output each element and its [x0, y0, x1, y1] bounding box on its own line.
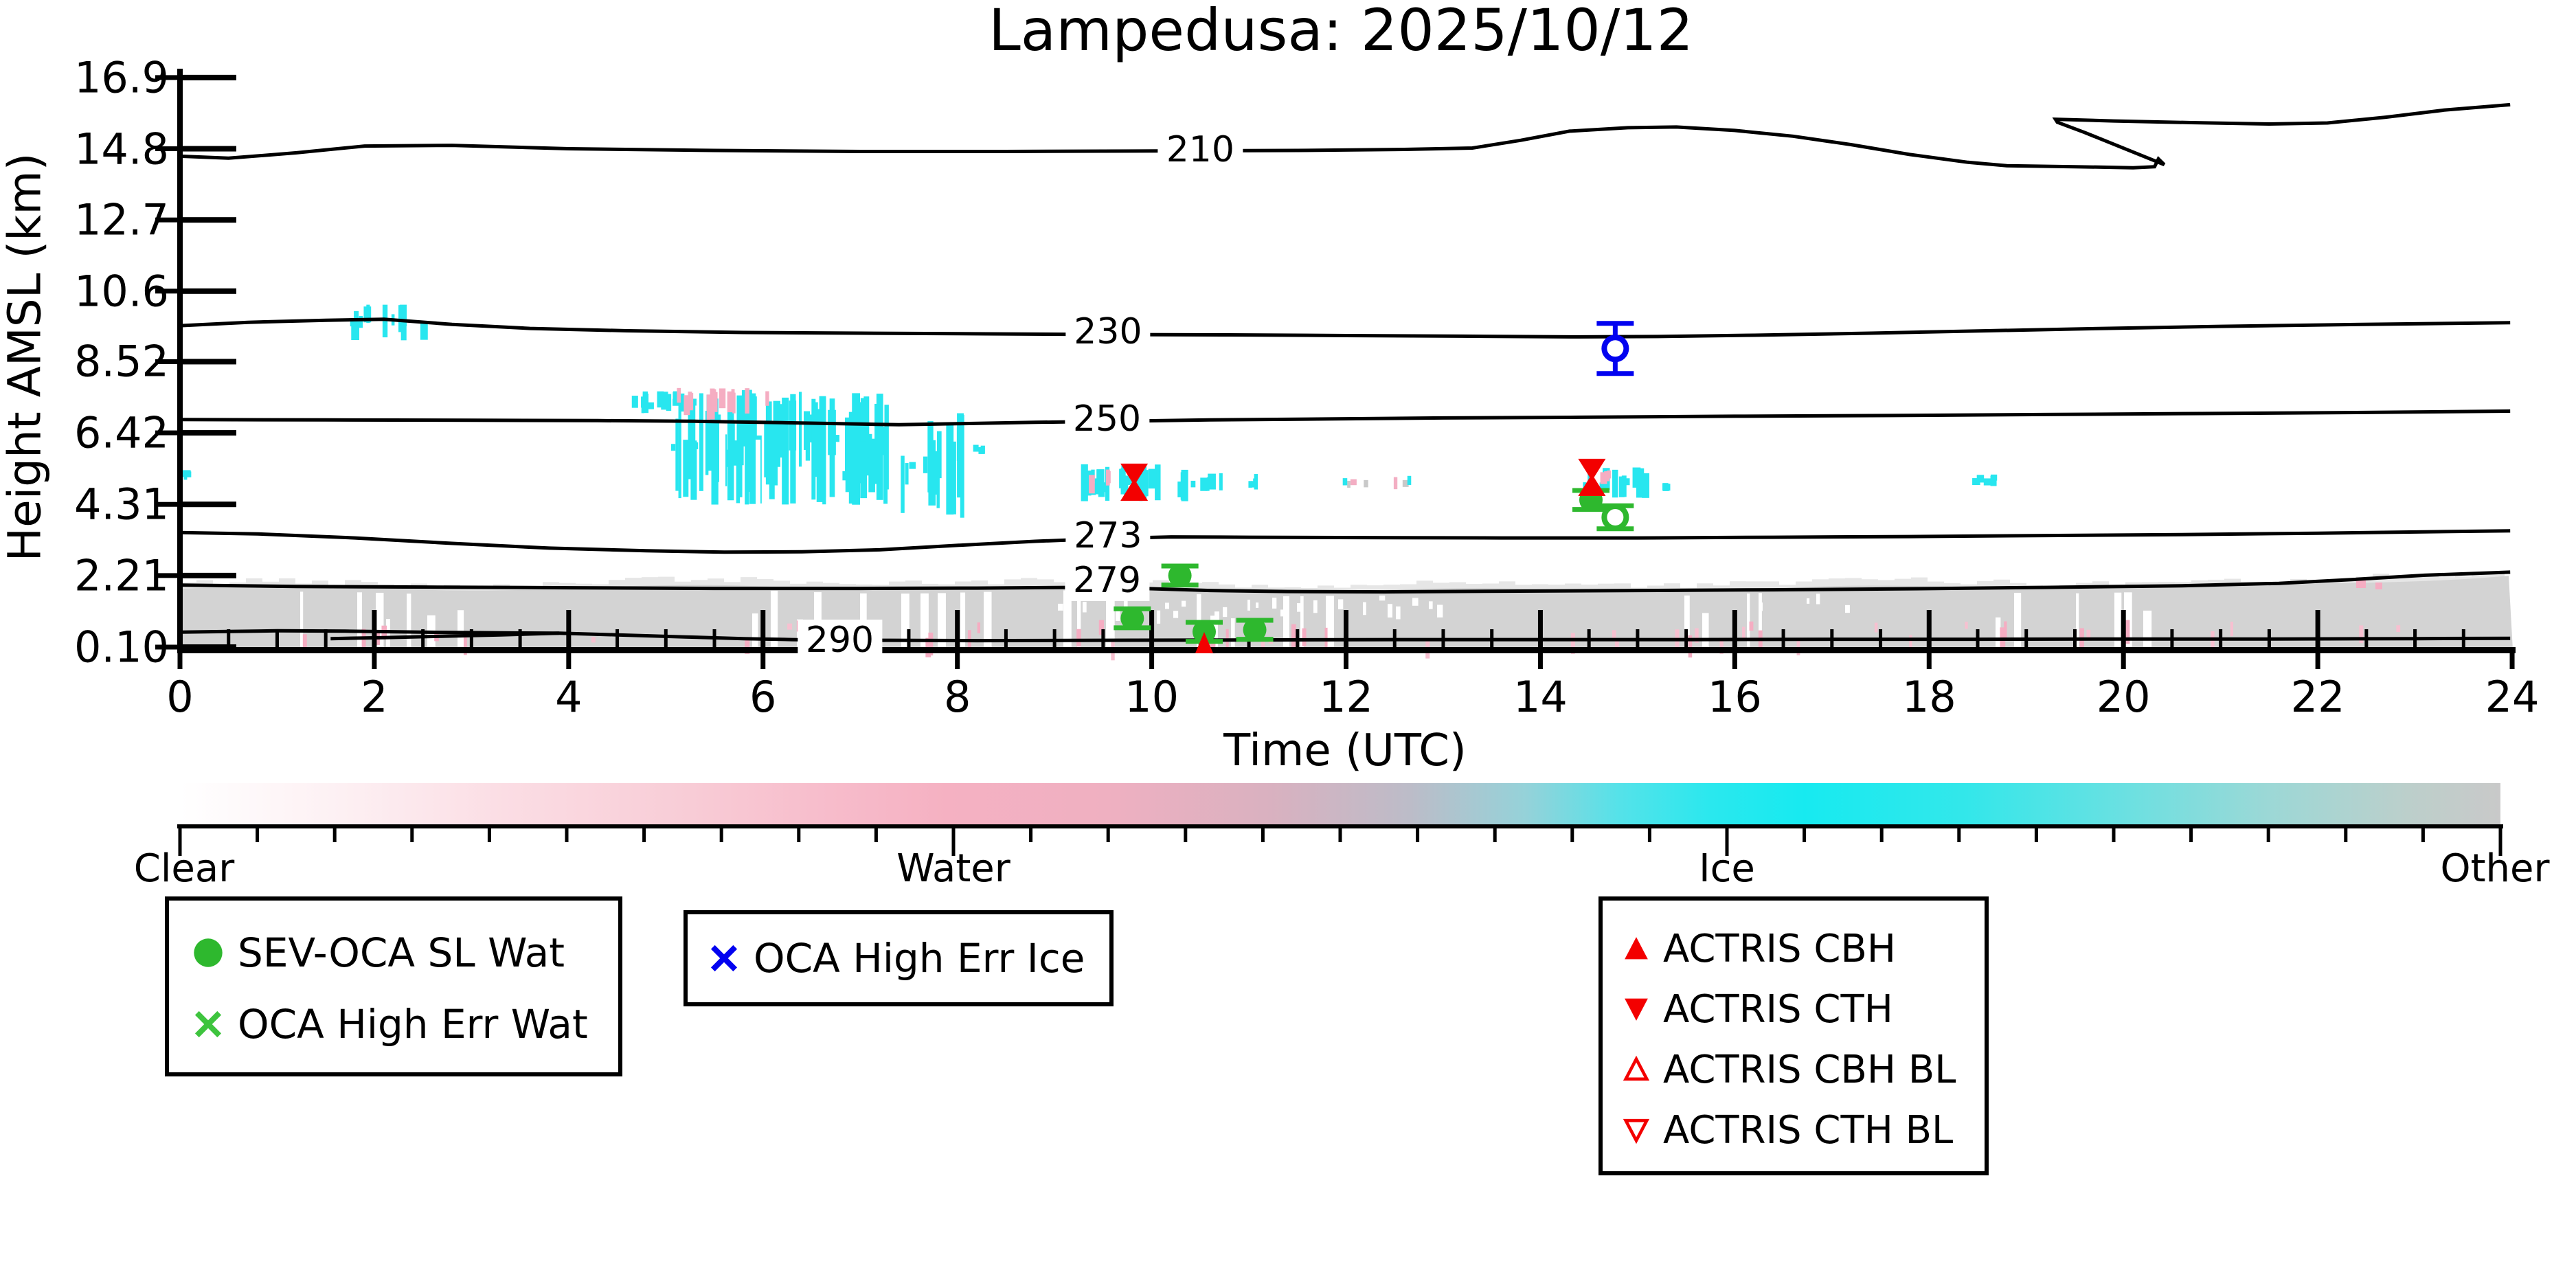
contour-230 — [179, 317, 2511, 339]
colorbar-label-water: Water — [896, 846, 1010, 891]
colorbar-label-ice: Ice — [1699, 846, 1755, 891]
legend-item: ACTRIS CBH — [1620, 918, 1985, 979]
x-tick-label: 22 — [2290, 672, 2345, 722]
x-marker-icon — [194, 1010, 222, 1038]
contour-label-273: 273 — [1065, 515, 1151, 557]
legend-item-label: SEV-OCA SL Wat — [238, 929, 565, 976]
legend-item: OCA High Err Ice — [705, 935, 1085, 982]
contour-273 — [179, 529, 2511, 554]
x-tick-label: 6 — [749, 672, 777, 722]
colorbar-label-other: Other — [2440, 846, 2550, 891]
colorbar — [180, 783, 2500, 824]
x-tick-label: 24 — [2485, 672, 2540, 722]
x-tick-label: 18 — [1901, 672, 1956, 722]
y-tick-label: 14.8 — [74, 124, 169, 174]
y-tick-label: 4.31 — [74, 479, 169, 530]
legend-item-label: ACTRIS CBH BL — [1663, 1047, 1956, 1092]
legend-item-label: ACTRIS CTH — [1663, 986, 1893, 1032]
x-tick-label: 2 — [361, 672, 388, 722]
contour-250 — [179, 409, 2511, 427]
band-top-speckles — [1058, 594, 1850, 624]
x-tick-label: 20 — [2096, 672, 2151, 722]
legend-item-label: OCA High Err Ice — [754, 935, 1085, 982]
x-tick-label: 12 — [1319, 672, 1373, 722]
triangle-down-open-icon — [1623, 1118, 1650, 1144]
legend-item: OCA High Err Wat — [190, 988, 618, 1060]
temperature-contours — [179, 102, 2511, 643]
x-marker-icon — [710, 945, 738, 972]
contour-279 — [179, 570, 2511, 594]
x-tick-label: 10 — [1125, 672, 1179, 722]
x-tick-label: 14 — [1513, 672, 1568, 722]
x-tick-label: 0 — [166, 672, 194, 722]
data-markers — [1114, 321, 1634, 653]
y-tick-label: 6.42 — [74, 407, 169, 458]
legend-item-label: ACTRIS CTH BL — [1663, 1107, 1954, 1153]
legend-item-label: OCA High Err Wat — [238, 1001, 588, 1048]
y-tick-label: 16.9 — [74, 52, 169, 103]
x-tick-label: 8 — [943, 672, 971, 722]
contour-label-290: 290 — [797, 620, 883, 662]
plot-title: Lampedusa: 2025/10/12 — [988, 0, 1694, 64]
legend-item: SEV-OCA SL Wat — [190, 917, 618, 988]
contour-210 — [179, 102, 2511, 170]
contour-label-250: 250 — [1064, 398, 1150, 440]
contour-label-230: 230 — [1065, 311, 1151, 353]
colorbar-label-clear: Clear — [133, 846, 235, 891]
x-tick-label: 16 — [1707, 672, 1762, 722]
y-tick-label: 0.10 — [74, 622, 169, 673]
y-tick-label: 2.21 — [74, 550, 169, 601]
contour-label-210: 210 — [1157, 129, 1243, 170]
y-tick-label: 10.6 — [74, 266, 169, 317]
cloud-gaps — [719, 409, 845, 508]
triangle-up-open-icon — [1623, 1055, 1650, 1081]
filled-circle-icon — [194, 938, 223, 967]
triangle-down-filled-icon — [1625, 998, 1648, 1021]
x-axis-label: Time (UTC) — [1223, 725, 1467, 776]
legend-item: ACTRIS CTH — [1620, 979, 1985, 1039]
legend-ice-products: OCA High Err Ice — [683, 910, 1114, 1006]
legend-water-products: SEV-OCA SL Wat OCA High Err Wat — [165, 896, 622, 1076]
axes — [155, 69, 2516, 856]
contour-label-279: 279 — [1064, 560, 1150, 602]
triangle-up-filled-icon — [1625, 937, 1648, 960]
legend-item: ACTRIS CTH BL — [1620, 1100, 1985, 1160]
legend-actris: ACTRIS CBH ACTRIS CTH ACTRIS CBH BL ACTR… — [1598, 896, 1989, 1175]
y-tick-label: 8.52 — [74, 336, 169, 387]
x-tick-label: 4 — [555, 672, 583, 722]
legend-item: ACTRIS CBH BL — [1620, 1039, 1985, 1100]
legend-item-label: ACTRIS CBH — [1663, 926, 1897, 971]
y-tick-label: 12.7 — [74, 194, 169, 245]
